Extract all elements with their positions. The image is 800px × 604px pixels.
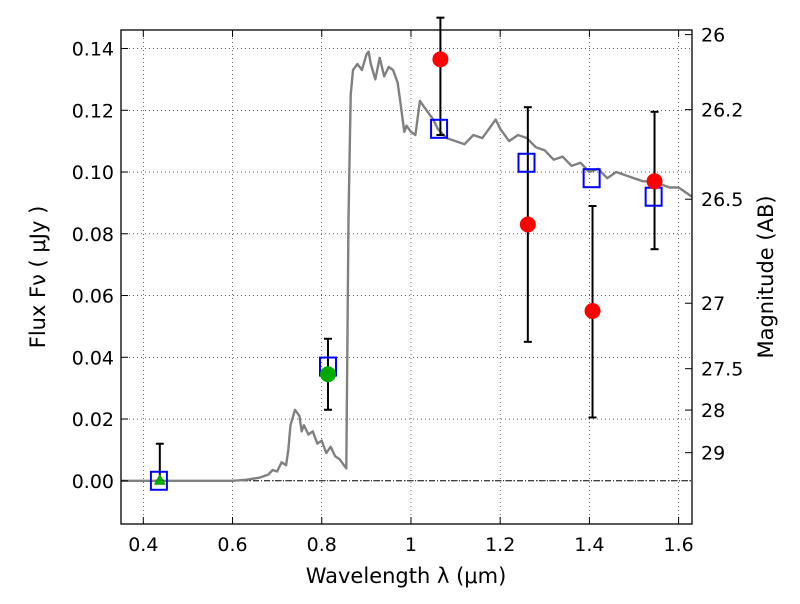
right-tick-label: 27 [701, 293, 725, 315]
y-axis-ticks: 0.00 0.02 0.04 0.06 0.08 0.10 0.12 0.14 [72, 39, 128, 493]
x-axis-ticks: 0.4 0.6 0.8 1 1.2 1.4 1.6 [128, 30, 694, 556]
x-tick-label: 1 [405, 534, 417, 556]
observed-flux-point [584, 302, 601, 319]
x-tick-label: 0.4 [128, 534, 158, 556]
y-tick-label: 0.00 [72, 471, 114, 493]
detection-point [319, 366, 336, 383]
model-photometry-square [582, 168, 601, 189]
upper-limit-triangle [153, 473, 166, 485]
right-tick-label: 27.5 [701, 359, 743, 381]
right-axis-ticks: 26 26.2 26.5 27 27.5 28 29 [685, 25, 743, 465]
x-tick-label: 1.4 [574, 534, 604, 556]
plot-frame [120, 29, 693, 525]
model-photometry-square [149, 470, 168, 491]
y-tick-label: 0.14 [72, 39, 114, 61]
y-tick-label: 0.10 [72, 162, 114, 184]
x-tick-label: 0.8 [307, 534, 337, 556]
right-tick-label: 26.5 [701, 189, 743, 211]
y-tick-label: 0.08 [72, 224, 114, 246]
right-tick-label: 26.2 [701, 100, 743, 122]
plot-layer [121, 16, 693, 491]
y-axis-label: Flux Fν ( μJy ) [26, 206, 50, 349]
y-tick-label: 0.02 [72, 409, 114, 431]
observed-flux-point [646, 173, 663, 190]
observed-flux-point [519, 216, 536, 233]
model-photometry-square [430, 118, 449, 139]
right-tick-label: 26 [701, 25, 725, 47]
y-tick-label: 0.06 [72, 286, 114, 308]
right-tick-label: 28 [701, 400, 725, 422]
x-axis-label: Wavelength λ (μm) [306, 564, 507, 588]
model-spectrum-line [121, 50, 693, 482]
right-tick-label: 29 [701, 443, 725, 465]
y-tick-label: 0.12 [72, 100, 114, 122]
observed-flux-point [432, 51, 449, 68]
model-photometry-square [517, 152, 536, 173]
right-axis-label: Magnitude (AB) [754, 195, 778, 358]
x-tick-label: 1.6 [664, 534, 694, 556]
x-tick-label: 0.6 [217, 534, 247, 556]
y-tick-label: 0.04 [72, 347, 114, 369]
x-tick-label: 1.2 [485, 534, 515, 556]
